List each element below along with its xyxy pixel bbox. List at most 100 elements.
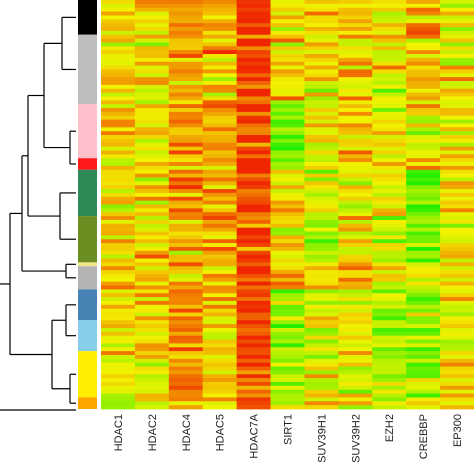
heatmap-cell — [372, 381, 407, 387]
heatmap-cell — [134, 246, 170, 252]
heatmap-cell — [202, 308, 238, 313]
heatmap-cell — [406, 266, 441, 271]
heatmap-cell — [270, 300, 305, 306]
heatmap-cell — [304, 146, 339, 151]
heatmap-cell — [440, 127, 474, 132]
heatmap-cell — [134, 30, 170, 36]
heatmap-cell — [338, 27, 373, 32]
heatmap-cell — [304, 320, 339, 325]
heatmap-cell — [304, 11, 339, 16]
heatmap-cell — [270, 250, 305, 256]
heatmap-cell — [168, 277, 204, 283]
heatmap-cell — [440, 3, 474, 9]
heatmap-cell — [101, 119, 136, 124]
heatmap-cell — [406, 204, 441, 209]
heatmap-cell — [440, 96, 474, 101]
heatmap-cell — [202, 212, 238, 217]
heatmap-cell — [372, 212, 407, 217]
heatmap-cell — [270, 27, 305, 32]
heatmap-cell — [202, 277, 238, 283]
heatmap-cell — [406, 15, 441, 20]
heatmap-cell — [372, 235, 407, 240]
cluster-sidebar-segment — [78, 158, 97, 170]
heatmap-cell — [338, 216, 373, 221]
heatmap-cell — [101, 270, 136, 275]
heatmap-cell — [101, 385, 136, 391]
heatmap-cell — [406, 231, 441, 236]
heatmap-cell — [440, 246, 474, 252]
heatmap-cell — [338, 169, 373, 175]
heatmap-cell — [440, 324, 474, 329]
heatmap-cell — [406, 96, 441, 101]
heatmap-cell — [101, 138, 136, 144]
heatmap-cell — [270, 158, 305, 163]
heatmap-cell — [338, 3, 373, 9]
heatmap-cell — [440, 146, 474, 151]
heatmap-cell — [202, 362, 238, 367]
heatmap-cell — [168, 250, 204, 256]
heatmap-cell — [134, 165, 170, 171]
heatmap-cell — [270, 281, 305, 286]
heatmap-cell — [270, 185, 305, 190]
heatmap-cell — [101, 3, 136, 9]
cluster-sidebar-segment — [78, 397, 97, 409]
heatmap-cell — [202, 111, 238, 117]
heatmap-cell — [338, 308, 373, 313]
heatmap-cell — [168, 273, 204, 279]
heatmap-cell — [101, 243, 136, 248]
heatmap-cell — [202, 23, 238, 28]
heatmap-cell — [406, 162, 441, 167]
heatmap-cell — [134, 366, 170, 371]
heatmap-cell — [338, 196, 373, 202]
heatmap-cell — [406, 181, 441, 186]
heatmap-cell — [236, 393, 271, 398]
heatmap-cell — [236, 401, 271, 406]
heatmap-cell — [270, 84, 305, 90]
heatmap-cell — [202, 285, 238, 290]
heatmap-cell — [406, 119, 441, 124]
heatmap-cell — [338, 370, 373, 375]
heatmap-cell — [101, 84, 136, 90]
heatmap-cell — [372, 19, 407, 24]
heatmap-cell — [270, 219, 305, 225]
heatmap-cell — [202, 378, 238, 383]
heatmap-cell — [236, 362, 271, 367]
heatmap-cell — [134, 19, 170, 24]
heatmap-cell — [270, 15, 305, 20]
heatmap-cell — [134, 389, 170, 394]
heatmap-cell — [304, 316, 339, 321]
heatmap-cell — [168, 327, 204, 333]
heatmap-cell — [304, 308, 339, 313]
heatmap-cell — [270, 374, 305, 379]
heatmap-cell — [270, 38, 305, 43]
heatmap-cell — [236, 146, 271, 151]
heatmap-cell — [338, 57, 373, 63]
heatmap-cell — [134, 81, 170, 86]
heatmap-cell — [168, 3, 204, 9]
heatmap-cell — [202, 293, 238, 298]
heatmap-cell — [101, 38, 136, 43]
heatmap-cell — [406, 123, 441, 128]
heatmap-cell — [168, 270, 204, 275]
heatmap-cell — [236, 123, 271, 128]
heatmap-cell — [168, 293, 204, 298]
heatmap-cell — [440, 200, 474, 205]
heatmap-cell — [406, 289, 441, 294]
heatmap-cell — [270, 316, 305, 321]
heatmap-cell — [236, 150, 271, 155]
heatmap-cell — [101, 69, 136, 74]
heatmap-cell — [168, 223, 204, 229]
heatmap-cell — [101, 362, 136, 367]
heatmap-cell — [236, 366, 271, 371]
heatmap-cell — [236, 266, 271, 271]
heatmap-cell — [440, 358, 474, 364]
heatmap-cell — [101, 281, 136, 286]
heatmap-cell — [202, 208, 238, 213]
heatmap-cell — [372, 150, 407, 155]
heatmap-cell — [236, 331, 271, 337]
heatmap-cell — [338, 397, 373, 402]
cluster-color-sidebar — [78, 0, 97, 409]
heatmap-cell — [236, 162, 271, 167]
heatmap-cell — [406, 142, 441, 148]
heatmap-cell — [338, 131, 373, 136]
